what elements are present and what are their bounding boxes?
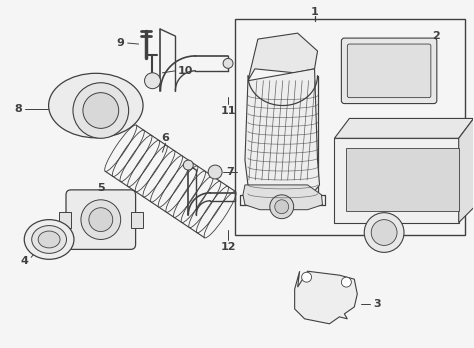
Polygon shape (243, 185, 322, 210)
Circle shape (270, 195, 294, 219)
Circle shape (223, 58, 233, 68)
Polygon shape (335, 138, 459, 223)
Circle shape (73, 83, 128, 138)
Text: 5: 5 (97, 183, 105, 193)
Polygon shape (346, 148, 459, 211)
Circle shape (183, 160, 193, 170)
Bar (131, 212, 143, 228)
Circle shape (371, 220, 397, 245)
Circle shape (301, 272, 311, 282)
Bar (59, 212, 71, 228)
Ellipse shape (38, 231, 60, 248)
Text: 10: 10 (178, 66, 193, 76)
Circle shape (83, 93, 118, 128)
Circle shape (208, 165, 222, 179)
Text: 1: 1 (310, 7, 319, 17)
Ellipse shape (24, 220, 74, 259)
Circle shape (364, 213, 404, 252)
Bar (235, 19, 465, 235)
Text: 12: 12 (220, 243, 236, 252)
FancyBboxPatch shape (347, 44, 431, 98)
Text: 8: 8 (14, 103, 22, 113)
FancyBboxPatch shape (66, 190, 136, 250)
Text: 11: 11 (220, 105, 236, 116)
Polygon shape (295, 271, 357, 324)
Polygon shape (459, 118, 474, 223)
Text: 9: 9 (117, 38, 125, 48)
Ellipse shape (32, 226, 66, 253)
Circle shape (81, 200, 121, 239)
Circle shape (341, 277, 351, 287)
Ellipse shape (49, 73, 143, 138)
Circle shape (89, 208, 113, 231)
Circle shape (275, 200, 289, 214)
Polygon shape (245, 69, 319, 200)
Text: 6: 6 (162, 133, 169, 143)
Polygon shape (248, 33, 318, 81)
Polygon shape (335, 118, 474, 138)
FancyBboxPatch shape (341, 38, 437, 104)
Text: 4: 4 (20, 256, 28, 266)
Text: 2: 2 (432, 31, 440, 41)
Text: 3: 3 (374, 299, 381, 309)
Text: 7: 7 (226, 167, 234, 177)
Circle shape (145, 73, 161, 89)
